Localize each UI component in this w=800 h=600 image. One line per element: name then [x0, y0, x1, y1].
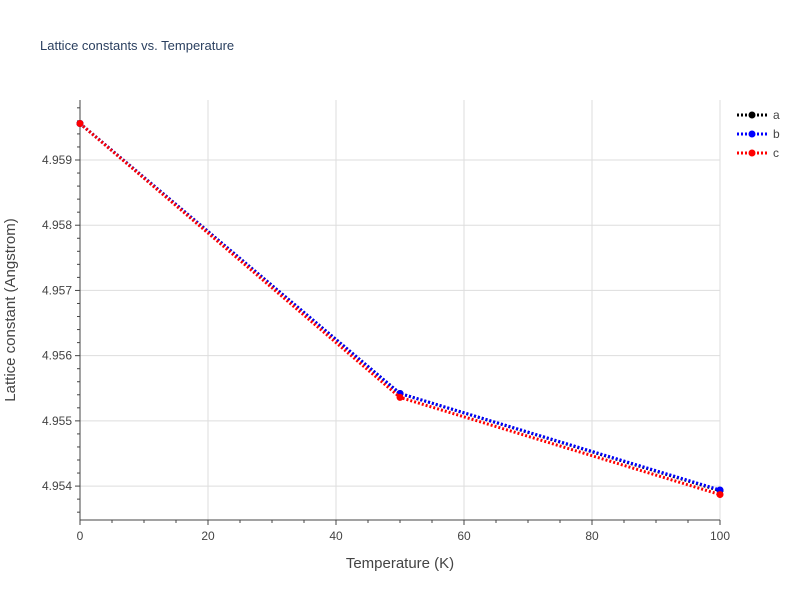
- legend-item-c[interactable]: c: [737, 146, 779, 160]
- series-line-c: [79, 122, 721, 497]
- chart-title: Lattice constants vs. Temperature: [40, 38, 234, 53]
- axes: 0 20 40 60 80 100 4.954 4.955 4.956 4.957 4.958 4.9…: [42, 100, 730, 543]
- legend-marker-b: [748, 130, 756, 138]
- x-tick-label: 60: [457, 529, 471, 543]
- x-tick-label: 20: [201, 529, 215, 543]
- legend-label-c: c: [773, 146, 779, 160]
- x-axis-title: Temperature (K): [346, 555, 454, 572]
- x-tick-label: 0: [77, 529, 84, 543]
- legend-label-b: b: [773, 127, 780, 141]
- x-tick-label: 100: [710, 529, 730, 543]
- legend[interactable]: abc: [737, 108, 780, 160]
- grid-lines: [80, 100, 721, 520]
- y-axis-title: Lattice constant (Angstrom): [2, 218, 19, 401]
- y-tick-label: 4.955: [42, 414, 72, 428]
- legend-item-b[interactable]: b: [737, 127, 780, 141]
- x-tick-label: 40: [329, 529, 343, 543]
- series-layer: [76, 119, 724, 499]
- y-tick-label: 4.954: [42, 479, 72, 493]
- x-tick-label: 80: [585, 529, 599, 543]
- series-line-a: [79, 122, 721, 493]
- data-point-c: [396, 393, 404, 401]
- y-tick-label: 4.958: [42, 218, 72, 232]
- y-tick-label: 4.956: [42, 349, 72, 363]
- series-line-b: [79, 122, 721, 492]
- data-point-c: [716, 491, 724, 499]
- data-point-c: [76, 119, 84, 127]
- y-tick-label: 4.957: [42, 283, 72, 297]
- legend-marker-a: [748, 111, 756, 119]
- legend-marker-c: [748, 149, 756, 157]
- legend-label-a: a: [773, 108, 780, 122]
- legend-item-a[interactable]: a: [737, 108, 780, 122]
- y-tick-label: 4.959: [42, 153, 72, 167]
